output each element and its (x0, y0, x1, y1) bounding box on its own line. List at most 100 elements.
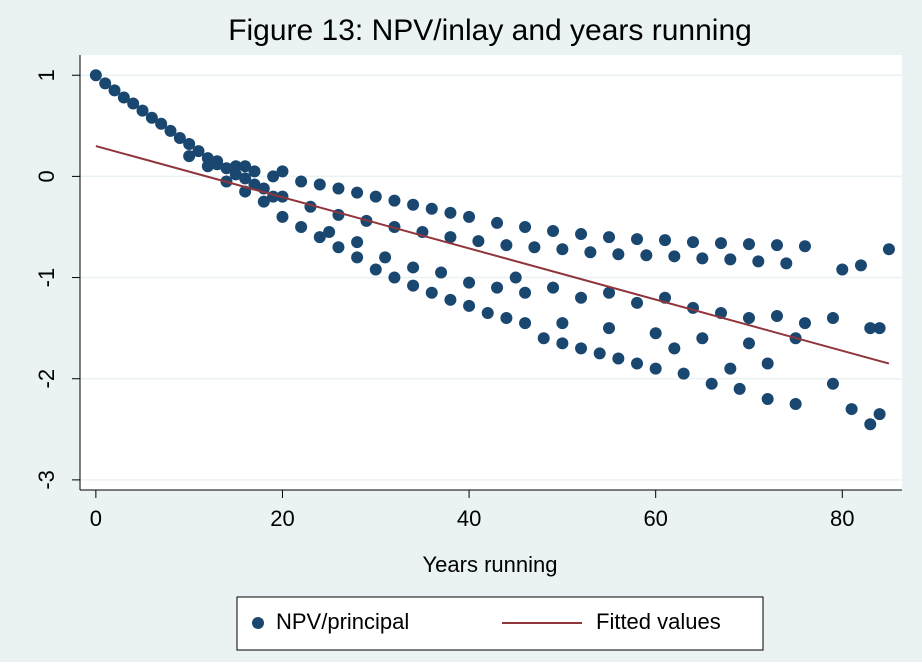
point (313, 231, 326, 244)
point (537, 332, 550, 345)
point (575, 228, 588, 241)
point (145, 111, 158, 124)
point (276, 210, 289, 223)
x-axis-title: Years running (423, 552, 558, 577)
point (500, 312, 513, 325)
point (556, 317, 569, 330)
x-tick-label: 80 (830, 506, 854, 531)
point (770, 310, 783, 322)
point (211, 155, 224, 168)
x-tick-label: 40 (457, 506, 481, 531)
point (192, 145, 205, 158)
point (295, 175, 308, 188)
point (425, 202, 438, 215)
point (201, 160, 214, 173)
point (761, 392, 774, 405)
point (724, 253, 737, 266)
point (882, 243, 895, 256)
y-tick-label: 1 (34, 69, 59, 81)
point (463, 210, 476, 223)
point (388, 194, 401, 207)
point (593, 347, 606, 360)
point (668, 250, 681, 263)
point (696, 332, 709, 345)
point (742, 312, 755, 325)
point (649, 327, 662, 340)
y-tick-label: -1 (34, 268, 59, 288)
point (826, 312, 839, 325)
point (603, 322, 616, 335)
point (248, 178, 261, 191)
point (519, 317, 532, 330)
point (239, 172, 252, 185)
point (239, 160, 252, 173)
point (519, 286, 532, 299)
point (183, 138, 196, 151)
point (369, 263, 382, 276)
point (248, 165, 261, 178)
point (127, 97, 140, 110)
point (89, 69, 102, 82)
point (696, 252, 709, 265)
point (463, 299, 476, 312)
point (687, 236, 700, 249)
point (603, 286, 616, 299)
legend-label: Fitted values (596, 609, 721, 634)
point (547, 281, 560, 294)
point (742, 238, 755, 251)
point (584, 246, 597, 259)
point (369, 190, 382, 203)
point (612, 352, 625, 365)
point (407, 279, 420, 292)
y-tick-label: 0 (34, 170, 59, 182)
point (481, 306, 494, 319)
point (220, 162, 233, 175)
point (519, 220, 532, 233)
legend-marker (252, 617, 264, 629)
point (332, 241, 345, 254)
x-tick-label: 0 (90, 506, 102, 531)
point (649, 362, 662, 375)
point (444, 231, 457, 244)
point (631, 357, 644, 370)
point (864, 418, 877, 431)
point (117, 91, 130, 104)
point (826, 377, 839, 390)
point (873, 408, 886, 421)
point (742, 337, 755, 350)
point (379, 251, 392, 264)
legend (236, 596, 764, 651)
point (99, 77, 112, 90)
point (798, 317, 811, 330)
point (444, 206, 457, 219)
fit-line (95, 145, 890, 365)
point (528, 241, 541, 254)
point (491, 281, 504, 294)
point (425, 286, 438, 299)
point (836, 263, 849, 276)
point (733, 382, 746, 395)
point (761, 357, 774, 370)
point (556, 337, 569, 350)
point (603, 231, 616, 244)
point (136, 104, 149, 117)
point (575, 342, 588, 355)
point (351, 236, 364, 249)
point (864, 322, 877, 335)
point (556, 243, 569, 256)
point (854, 259, 867, 272)
point (798, 240, 811, 253)
point (388, 271, 401, 284)
point (873, 322, 886, 335)
point (351, 251, 364, 264)
point (472, 235, 485, 248)
point (463, 276, 476, 289)
point (631, 296, 644, 309)
y-tick-label: -2 (34, 369, 59, 389)
point (770, 239, 783, 252)
point (267, 170, 280, 183)
point (677, 367, 690, 380)
point (351, 186, 364, 199)
point (724, 362, 737, 375)
